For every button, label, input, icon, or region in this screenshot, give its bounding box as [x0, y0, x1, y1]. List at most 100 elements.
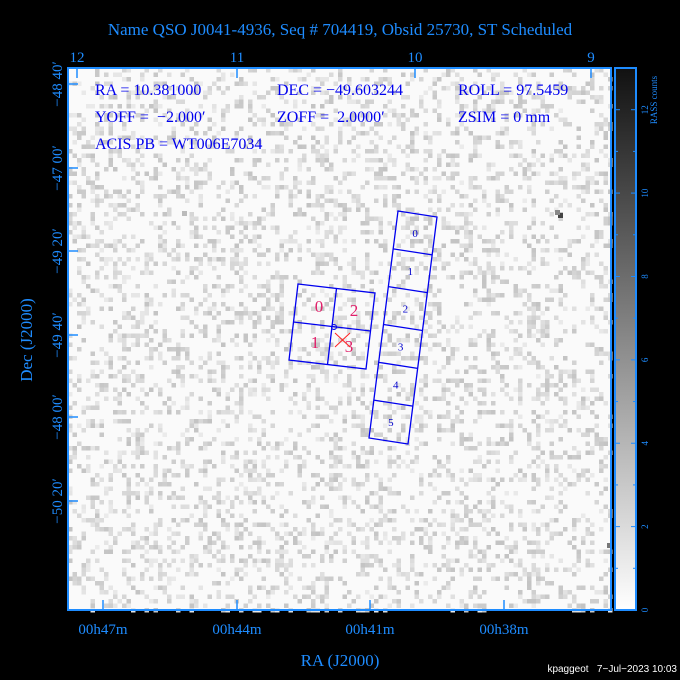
sky-pixel: [333, 360, 338, 365]
sky-pixel: [297, 455, 302, 460]
sky-pixel: [450, 423, 455, 428]
sky-pixel: [95, 545, 100, 550]
sky-pixel: [545, 306, 550, 311]
sky-pixel: [576, 378, 581, 383]
sky-pixel: [432, 77, 437, 82]
sky-pixel: [513, 171, 518, 176]
sky-pixel: [464, 527, 469, 532]
sky-pixel: [176, 522, 181, 527]
sky-pixel: [594, 171, 599, 176]
sky-pixel: [545, 329, 550, 334]
sky-pixel: [117, 270, 122, 275]
sky-pixel: [324, 212, 329, 217]
sky-pixel: [288, 234, 293, 239]
chip-label-s: 5: [388, 417, 394, 429]
sky-pixel: [554, 288, 559, 293]
sky-pixel: [410, 315, 415, 320]
sky-pixel: [131, 135, 136, 140]
sky-pixel: [369, 311, 374, 316]
sky-pixel: [369, 99, 374, 104]
sky-pixel: [216, 212, 221, 217]
sky-pixel: [423, 356, 428, 361]
sky-pixel: [248, 473, 253, 478]
sky-pixel: [500, 198, 505, 203]
sky-pixel: [203, 549, 208, 554]
sky-pixel: [419, 95, 424, 100]
sky-pixel: [410, 230, 415, 235]
sky-pixel: [441, 383, 446, 388]
sky-pixel: [423, 266, 428, 271]
sky-pixel: [257, 234, 262, 239]
sky-pixel: [374, 599, 379, 604]
sky-pixel: [248, 468, 253, 473]
sky-pixel: [90, 86, 95, 91]
sky-pixel: [468, 302, 473, 307]
sky-pixel: [95, 392, 100, 397]
sky-pixel: [261, 540, 266, 545]
sky-pixel: [495, 293, 500, 298]
sky-pixel: [194, 266, 199, 271]
colorbar-tick-label: 6: [640, 357, 650, 362]
sky-pixel: [527, 432, 532, 437]
sky-pixel: [567, 243, 572, 248]
sky-pixel: [176, 194, 181, 199]
sky-pixel: [567, 464, 572, 469]
sky-pixel: [518, 558, 523, 563]
sky-pixel: [455, 90, 460, 95]
sky-pixel: [297, 144, 302, 149]
sky-pixel: [203, 468, 208, 473]
sky-pixel: [500, 558, 505, 563]
sky-pixel: [99, 140, 104, 145]
sky-pixel: [563, 594, 568, 599]
sky-pixel: [306, 225, 311, 230]
colorbar-label: RASS counts: [649, 75, 659, 124]
sky-pixel: [486, 108, 491, 113]
sky-pixel: [239, 198, 244, 203]
acis-s-divider: [388, 286, 428, 294]
sky-pixel: [594, 414, 599, 419]
sky-pixel: [554, 504, 559, 509]
sky-pixel: [441, 365, 446, 370]
sky-pixel: [459, 572, 464, 577]
sky-pixel: [374, 270, 379, 275]
sky-pixel: [572, 522, 577, 527]
sky-pixel: [401, 536, 406, 541]
sky-pixel: [495, 207, 500, 212]
sky-pixel: [225, 410, 230, 415]
sky-pixel: [491, 351, 496, 356]
sky-pixel: [270, 77, 275, 82]
sky-pixel: [414, 446, 419, 451]
sky-pixel: [284, 540, 289, 545]
sky-pixel: [77, 270, 82, 275]
sky-pixel: [149, 252, 154, 257]
sky-pixel: [167, 86, 172, 91]
sky-pixel: [122, 558, 127, 563]
sky-pixel: [144, 536, 149, 541]
sky-pixel: [194, 216, 199, 221]
sky-pixel: [266, 108, 271, 113]
sky-pixel: [117, 450, 122, 455]
sky-pixel: [464, 104, 469, 109]
sky-pixel: [486, 167, 491, 172]
sky-pixel: [477, 522, 482, 527]
sky-pixel: [360, 567, 365, 572]
sky-pixel: [405, 572, 410, 577]
sky-pixel: [491, 77, 496, 82]
sky-pixel: [176, 86, 181, 91]
sky-pixel: [333, 216, 338, 221]
sky-pixel: [108, 284, 113, 289]
sky-pixel: [113, 536, 118, 541]
sky-pixel: [338, 77, 343, 82]
sky-pixel: [90, 482, 95, 487]
sky-pixel: [81, 230, 86, 235]
sky-pixel: [486, 410, 491, 415]
sky-pixel: [149, 302, 154, 307]
sky-pixel: [86, 306, 91, 311]
sky-pixel: [545, 297, 550, 302]
sky-pixel: [531, 594, 536, 599]
sky-pixel: [320, 288, 325, 293]
sky-pixel: [495, 90, 500, 95]
sky-pixel: [333, 275, 338, 280]
sky-pixel: [104, 603, 109, 608]
sky-pixel: [113, 594, 118, 599]
